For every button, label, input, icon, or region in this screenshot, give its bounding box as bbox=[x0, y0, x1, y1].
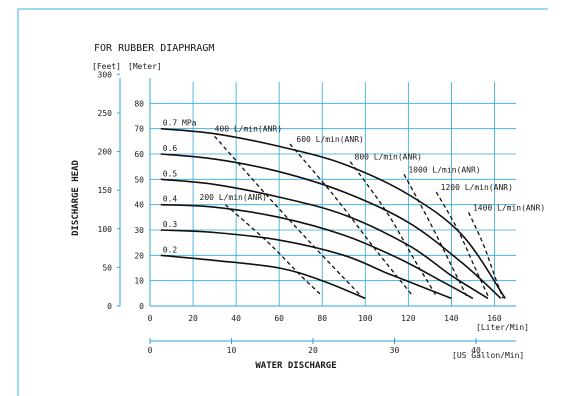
x-tick-label-lpm: 40 bbox=[231, 314, 241, 323]
y-tick-label-meter: 40 bbox=[134, 201, 144, 210]
air-flow-curve-label: 200 L/min(ANR) bbox=[200, 193, 267, 202]
pressure-curve-line bbox=[160, 127, 506, 299]
x-axis-label: WATER DISCHARGE bbox=[255, 361, 336, 371]
pressure-curve-line bbox=[160, 153, 502, 299]
y-tick-label-meter: 0 bbox=[139, 302, 144, 311]
y-tick-label-feet: 50 bbox=[102, 263, 112, 272]
unit-feet-label: [Feet] bbox=[92, 62, 121, 71]
pressure-curve-label: 0.6 bbox=[163, 144, 178, 153]
air-flow-curve-line bbox=[349, 161, 437, 297]
x-tick-label-lpm: 100 bbox=[358, 314, 373, 323]
air-flow-curve-label: 1400 L/min(ANR) bbox=[473, 203, 545, 212]
air-flow-curve-line bbox=[403, 173, 468, 297]
x-unit-lpm: [Liter/Min] bbox=[476, 323, 529, 332]
air-flow-curve-label: 1000 L/min(ANR) bbox=[408, 165, 480, 174]
pressure-curve-label: 0.4 bbox=[163, 195, 178, 204]
pressure-curve-line bbox=[160, 178, 489, 300]
y-tick-label-meter: 10 bbox=[134, 277, 144, 286]
x-tick-label-usgpm: 0 bbox=[148, 346, 153, 355]
y-tick-label-meter: 30 bbox=[134, 226, 144, 235]
y-tick-label-meter: 60 bbox=[134, 150, 144, 159]
x-tick-label-lpm: 0 bbox=[148, 314, 153, 323]
air-flow-curve-line bbox=[224, 204, 323, 297]
air-flow-curves: 200 L/min(ANR) 400 L/min(ANR) 600 L/min(AN… bbox=[200, 125, 545, 299]
air-flow-curve-line bbox=[289, 143, 414, 297]
air-flow-curve-line bbox=[468, 212, 504, 299]
air-flow-curve-label: 600 L/min(ANR) bbox=[296, 135, 363, 144]
y-axis-label: DISCHARGE HEAD bbox=[71, 159, 81, 235]
pressure-curve-line bbox=[160, 254, 366, 300]
x-tick-label-lpm: 60 bbox=[274, 314, 284, 323]
air-flow-curve-label: 400 L/min(ANR) bbox=[215, 125, 282, 134]
pressure-curve-label: 0.7 MPa bbox=[163, 119, 197, 128]
y-tick-label-feet: 250 bbox=[98, 109, 113, 118]
y-tick-label-meter: 80 bbox=[134, 99, 144, 108]
x-tick-label-lpm: 140 bbox=[444, 314, 459, 323]
grid bbox=[150, 82, 516, 306]
x-tick-label-lpm: 20 bbox=[188, 314, 198, 323]
pressure-curve-line bbox=[160, 229, 452, 300]
pressure-curve-label: 0.3 bbox=[163, 220, 178, 229]
air-flow-curve-label: 800 L/min(ANR) bbox=[355, 153, 422, 162]
y-tick-label-feet: 150 bbox=[98, 186, 113, 195]
x-tick-label-lpm: 160 bbox=[487, 314, 502, 323]
y-tick-label-feet: 300 bbox=[98, 70, 113, 79]
y-tick-label-feet: 0 bbox=[107, 302, 112, 311]
pressure-curve-label: 0.2 bbox=[163, 245, 178, 254]
unit-meter-label: [Meter] bbox=[128, 62, 162, 71]
pressure-curve-label: 0.5 bbox=[163, 169, 178, 178]
chart-title: FOR RUBBER DIAPHRAGM bbox=[94, 43, 214, 54]
x-tick-label-usgpm: 40 bbox=[471, 346, 481, 355]
x-tick-label-lpm: 120 bbox=[401, 314, 416, 323]
x-tick-label-usgpm: 10 bbox=[227, 346, 237, 355]
y-tick-label-feet: 100 bbox=[98, 225, 113, 234]
y-tick-label-feet: 200 bbox=[98, 148, 113, 157]
x-tick-label-usgpm: 30 bbox=[390, 346, 400, 355]
air-flow-curve-label: 1200 L/min(ANR) bbox=[441, 183, 513, 192]
x-tick-label-usgpm: 20 bbox=[308, 346, 318, 355]
axes bbox=[117, 73, 516, 344]
pressure-curve-line bbox=[160, 203, 474, 300]
x-unit-usgpm: [US Gallon/Min] bbox=[452, 351, 524, 360]
pressure-curves: 0.7 MPa 0.6 0.5 0.4 0.3 0.2 bbox=[160, 119, 506, 300]
y-tick-label-meter: 20 bbox=[134, 251, 144, 260]
y-tick-label-meter: 50 bbox=[134, 175, 144, 184]
y-tick-label-meter: 70 bbox=[134, 125, 144, 134]
x-tick-label-lpm: 80 bbox=[317, 314, 327, 323]
air-flow-curve-line bbox=[214, 135, 362, 297]
air-flow-curve-line bbox=[435, 191, 489, 297]
